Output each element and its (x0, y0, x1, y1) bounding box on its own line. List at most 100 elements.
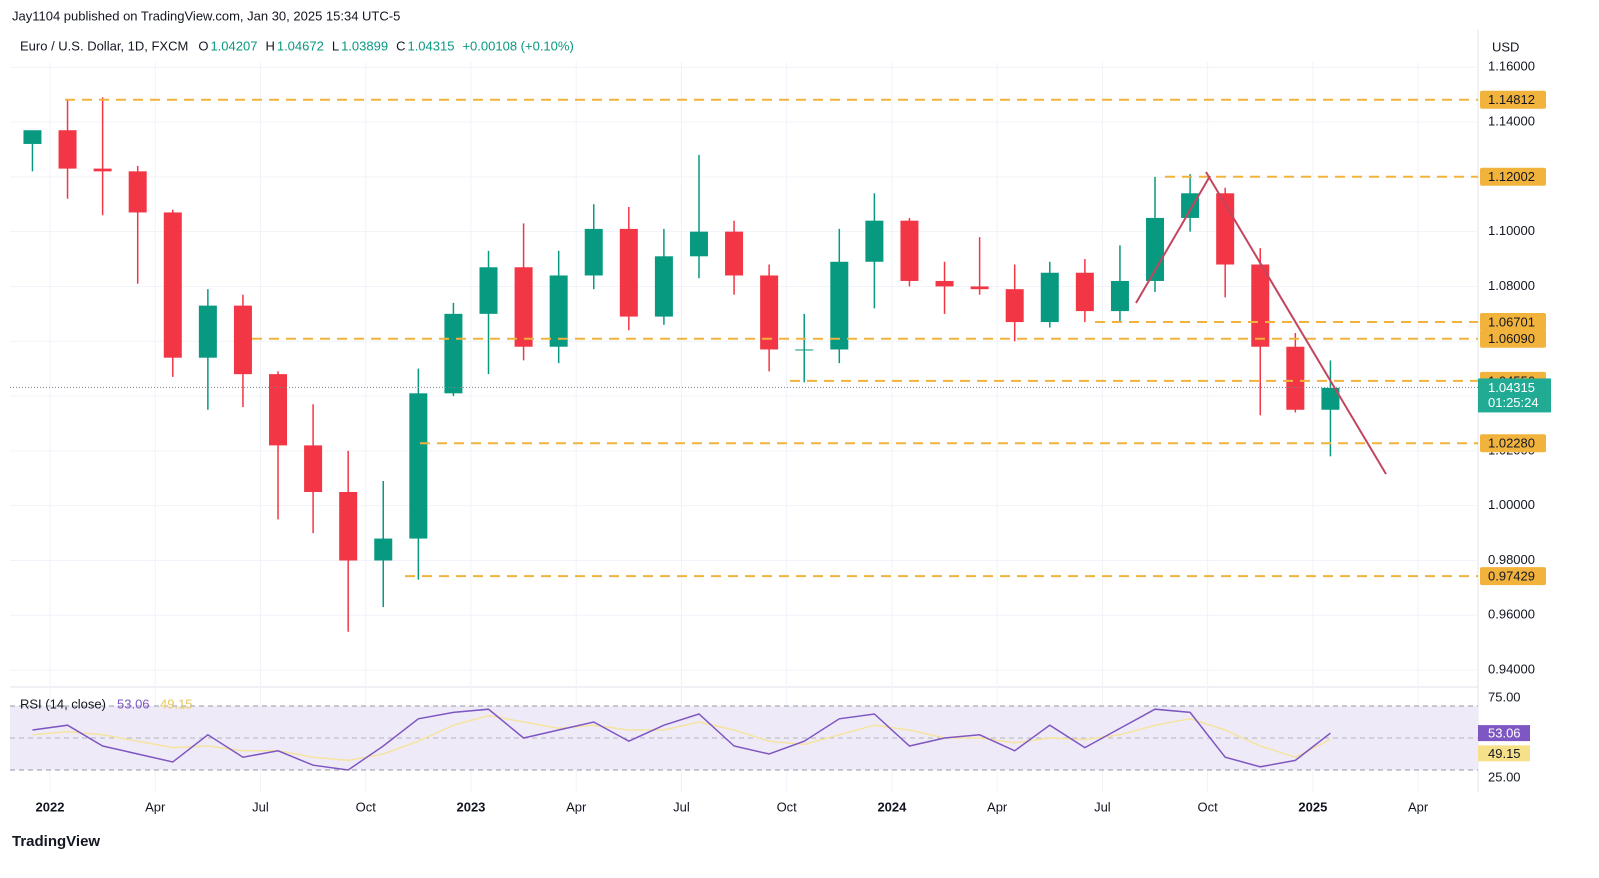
candle-body (93, 168, 112, 172)
candle-body (1286, 346, 1305, 410)
y-tick-label: 0.96000 (1488, 607, 1535, 622)
candle-body (725, 231, 744, 276)
rsi-ma-line (32, 714, 1331, 762)
x-tick-label: Oct (777, 799, 798, 814)
candle-body (1321, 387, 1340, 410)
x-tick-label: 2023 (456, 799, 485, 814)
candle-body (900, 220, 919, 281)
candle-body (1075, 272, 1094, 312)
legend-item: 1.04672 (277, 38, 324, 53)
y-tick-label: 1.00000 (1488, 497, 1535, 512)
legend-item: H (265, 38, 274, 53)
logo: TradingView (12, 833, 100, 850)
candle-body (1146, 217, 1165, 281)
rsi-ma-box (1478, 745, 1530, 762)
candle-body (163, 212, 182, 358)
legend-item: L (332, 38, 339, 53)
publish-header: Jay1104 published on TradingView.com, Ja… (12, 8, 400, 23)
candle-body (619, 228, 638, 317)
candle-body (584, 228, 603, 276)
legend-item: C (396, 38, 405, 53)
rsi-legend-ma: 49.15 (160, 696, 193, 711)
candle-body (549, 275, 568, 347)
legend-item: 1.03899 (341, 38, 388, 53)
y-tick-label: 1.08000 (1488, 278, 1535, 293)
candle-body (1251, 264, 1270, 347)
rsi-tick-label: 25.00 (1488, 769, 1521, 784)
candle-body (304, 445, 323, 492)
x-tick-label: Oct (356, 799, 377, 814)
level-label-box (1480, 567, 1546, 586)
legend-item: 1.04207 (210, 38, 257, 53)
y-tick-label: 1.16000 (1488, 59, 1535, 74)
x-tick-label: 2024 (877, 799, 907, 814)
x-tick-label: Jul (252, 799, 269, 814)
trend-line (1135, 175, 1211, 304)
candle-body (198, 305, 217, 358)
rsi-value-box (1478, 725, 1530, 742)
candle-body (1040, 272, 1059, 323)
x-tick-label: Apr (566, 799, 587, 814)
candle-body (58, 130, 77, 169)
candle-body (760, 275, 779, 350)
x-tick-label: Jul (673, 799, 690, 814)
y-tick-label: 0.98000 (1488, 552, 1535, 567)
level-label-box (1480, 313, 1546, 332)
candle-body (269, 374, 288, 446)
candle-body (1110, 280, 1129, 312)
candle-body (795, 349, 814, 351)
rsi-value: 53.06 (1488, 726, 1521, 741)
trend-line (1205, 171, 1387, 475)
level-label: 1.02280 (1488, 436, 1535, 451)
candle-body (935, 280, 954, 287)
legend: Euro / U.S. Dollar, 1D, FXCM O 1.04207 H 1.0… (20, 38, 574, 53)
y-tick-label: 1.10000 (1488, 223, 1535, 238)
x-tick-label: 2022 (36, 799, 65, 814)
candle-body (1181, 193, 1200, 218)
level-label-box (1480, 167, 1546, 186)
level-label: 1.14812 (1488, 92, 1535, 107)
last-price-box (1478, 378, 1551, 413)
candle-body (233, 305, 252, 375)
level-label-box (1480, 329, 1546, 348)
rsi-line (32, 708, 1331, 771)
legend-item: 1.04315 (407, 38, 454, 53)
candle-body (970, 286, 989, 290)
currency: USD (1492, 39, 1519, 54)
legend-item: O (198, 38, 208, 53)
candle-body (514, 267, 533, 347)
candle-body (654, 256, 673, 317)
level-label-box (1480, 434, 1546, 453)
candle-body (409, 393, 428, 539)
candle-body (128, 171, 147, 213)
y-tick-label: 1.14000 (1488, 113, 1535, 128)
x-tick-label: Apr (987, 799, 1008, 814)
candle-body (23, 130, 42, 144)
candle-body (689, 231, 708, 257)
y-tick-label: 0.94000 (1488, 662, 1535, 677)
rsi-title: RSI (14, close) (20, 696, 106, 711)
level-label: 1.06090 (1488, 331, 1535, 346)
x-tick-label: Apr (1408, 799, 1429, 814)
candle-body (865, 220, 884, 262)
legend-item: Euro / U.S. Dollar, 1D, FXCM (20, 38, 188, 53)
level-label: 0.97429 (1488, 569, 1535, 584)
candle-body (339, 491, 358, 561)
x-tick-label: Jul (1094, 799, 1111, 814)
level-label: 1.06701 (1488, 314, 1535, 329)
candle-body (1005, 289, 1024, 323)
x-tick-label: 2025 (1298, 799, 1327, 814)
legend-item: +0.00108 (+0.10%) (462, 38, 573, 53)
x-tick-label: Apr (145, 799, 166, 814)
level-label: 1.12002 (1488, 169, 1535, 184)
candle-body (830, 261, 849, 350)
candle-body (374, 538, 393, 561)
level-label-box (1480, 90, 1546, 109)
countdown: 01:25:24 (1488, 395, 1539, 410)
last-price-label: 1.04315 (1488, 380, 1535, 395)
rsi-legend-value: 53.06 (117, 696, 150, 711)
candle-body (444, 313, 463, 394)
candle-body (479, 267, 498, 314)
x-tick-label: Oct (1198, 799, 1219, 814)
